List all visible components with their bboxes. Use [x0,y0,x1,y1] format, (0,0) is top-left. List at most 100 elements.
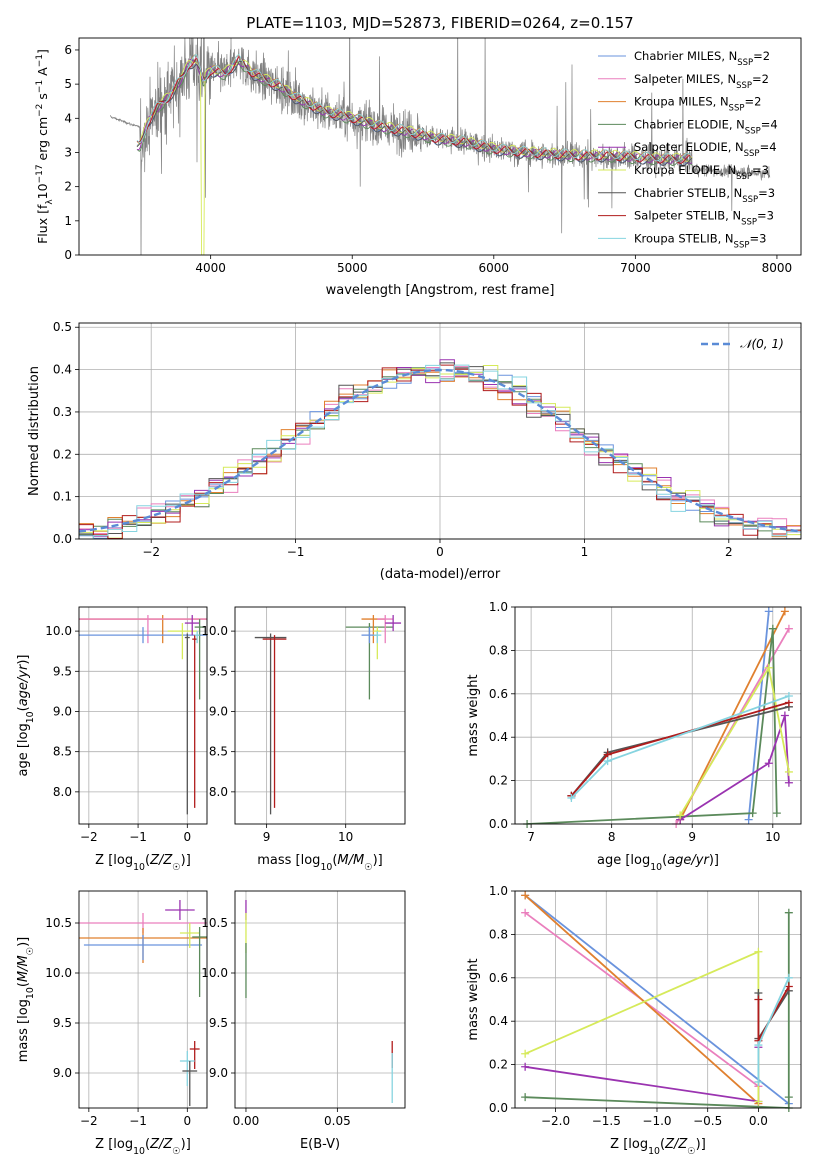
y-tick-label: 10.0 [201,624,228,638]
y-tick-label: 10.0 [201,966,228,980]
mass_vs_ebv-axes: 0.00 0.05 9.0 9.5 10.0 10.5 [201,891,405,1128]
x-tick-label: 4000 [195,261,226,275]
model-curve [136,59,693,255]
y-tick-label: 2 [64,180,72,194]
x-axis-label: wavelength [Angstrom, rest frame] [326,283,555,298]
y-tick-label: 9.5 [53,664,72,678]
y-tick-label: 0.8 [489,643,508,657]
y-tick-label: 0.3 [53,405,72,419]
y-tick-label: 0 [64,248,72,262]
y-tick-label: 5 [64,77,72,91]
x-tick-label: 8000 [762,261,793,275]
y-tick-label: 1 [64,214,72,228]
weight-line [525,912,790,1108]
legend-label: Salpeter MILES, NSSP=2 [634,72,769,91]
weight-marker [754,995,763,1004]
weight-marker [784,778,793,787]
y-tick-label: 0.8 [489,927,508,941]
model-curve [136,55,693,164]
legend-label: Salpeter ELODIE, NSSP=4 [634,140,777,159]
spectrum-frame [78,37,802,256]
mass_vs_Z-axes: −2 −1 0 9.0 9.5 10.0 10.5 [45,891,207,1128]
y-tick-label: 0.6 [489,971,508,985]
y-tick-label: 0.0 [489,817,508,831]
y-tick-label: 9.5 [53,1016,72,1030]
y-tick-label: 10.0 [45,966,72,980]
weight-marker [780,607,789,616]
y-tick-label: 9.5 [209,664,228,678]
y-tick-label: 1.0 [489,600,508,614]
x-tick-label: −1 [129,1114,147,1128]
y-axis-label: Normed distribution [27,366,42,496]
age_vs_mass-panel: 9 10 8.0 8.5 9.0 9.5 10.0 mass [log10(M/M☉)] [201,606,406,873]
weight-marker [567,793,576,802]
mass_vs_Z-frame [78,890,208,1109]
weight-marker [754,1097,763,1106]
weight-marker [748,809,757,818]
x-axis-label: Z [log10(Z/Z☉)] [95,1137,191,1157]
x-tick-label: 6000 [479,261,510,275]
weight-marker [784,691,793,700]
age_vs_Z-axes: −2 −1 0 8.0 8.5 9.0 9.5 10.0 [45,607,207,844]
y-tick-label: 9.0 [53,1066,72,1080]
y-axis-label: age [log10(age/yr)] [16,654,36,776]
x-axis-label: Z [log10(Z/Z☉)] [610,1137,706,1157]
y-tick-label: 0.4 [53,363,72,377]
weight_vs_age-frame [514,606,802,825]
y-axis-label: mass weight [466,674,481,756]
y-axis-label: mass [log10(M/M☉)] [16,937,36,1063]
x-tick-label: −2 [80,830,98,844]
model-curve [136,53,693,162]
y-tick-label: 0.4 [489,1014,508,1028]
weight-line [679,715,790,821]
weight_vs_age-panel: 7 8 9 10 0.0 0.2 0.4 0.6 0.8 1.0 age [log10(age/yr… [466,600,802,873]
weight-marker [764,607,773,616]
y-tick-label: 0.5 [53,320,72,334]
x-axis-label: Z [log10(Z/Z☉)] [95,853,191,873]
x-tick-label: 5000 [337,261,368,275]
y-tick-label: 9.0 [53,704,72,718]
y-tick-label: 8.0 [209,785,228,799]
weight-marker [744,815,753,824]
x-tick-label: −2 [142,545,160,559]
y-tick-label: 9.0 [209,1066,228,1080]
x-tick-label: −1.5 [592,1114,621,1128]
legend-label: Chabrier MILES, NSSP=2 [634,49,770,68]
weight-marker [764,663,773,672]
x-axis-label: age [log10(age/yr)] [597,853,719,873]
y-tick-label: 0.6 [489,687,508,701]
y-tick-label: 4 [64,111,72,125]
weight-line [524,894,790,1105]
weight-marker [784,982,793,991]
x-axis-label: E(B-V) [300,1137,340,1152]
y-tick-label: 8.5 [53,745,72,759]
weight-line [747,611,770,820]
legend-label: Kroupa MILES, NSSP=2 [634,95,761,114]
weight_vs_Z-panel: −2.0 −1.5 −1.0 −0.5 0.0 0.0 0.2 0.4 0.6 0.8 1.0 Z [… [466,884,802,1157]
weight-marker [784,1093,793,1102]
y-tick-label: 8.5 [209,745,228,759]
y-tick-label: 9.5 [209,1016,228,1030]
y-tick-label: 0.2 [489,774,508,788]
mass_vs_ebv-frame [234,890,406,1109]
legend-label: Kroupa STELIB, NSSP=3 [634,231,766,250]
x-tick-label: −2.0 [541,1114,570,1128]
legend-label: Salpeter STELIB, NSSP=3 [634,209,774,228]
y-tick-label: 9.0 [209,704,228,718]
weight-marker [780,711,789,720]
legend-label: Chabrier STELIB, NSSP=3 [634,186,775,205]
x-tick-label: 0.00 [233,1114,260,1128]
weight-marker [772,809,781,818]
x-tick-label: 7 [527,830,535,844]
weight_vs_Z-frame [514,890,802,1109]
x-tick-label: 0.0 [749,1114,768,1128]
weight-marker [764,759,773,768]
y-axis-label: Flux [fλ10−17 erg cm−2 s−1 A−1] [35,49,55,244]
legend-label: 𝒩(0, 1) [740,337,784,351]
weight-line [527,628,778,824]
x-tick-label: 9 [263,830,271,844]
weight-line [524,1047,760,1103]
x-tick-label: 0 [436,545,444,559]
y-tick-label: 0.2 [53,447,72,461]
mass_vs_Z-panel: −2 −1 0 9.0 9.5 10.0 10.5 Z [log10(Z/Z☉)] mass [… [16,890,208,1157]
